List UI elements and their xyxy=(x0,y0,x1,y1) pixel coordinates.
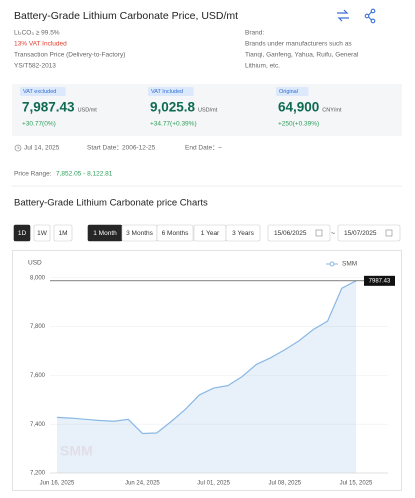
button-label: 1W xyxy=(37,230,48,237)
line xyxy=(56,280,357,435)
end-date: ~ xyxy=(218,145,222,152)
spec: YS/T582-2013 xyxy=(14,63,56,70)
y-tick-label: 8,000 xyxy=(30,275,46,281)
brand-label: Brand: xyxy=(245,30,264,37)
y-tick-label: 7,600 xyxy=(30,373,46,379)
spec: Li₂CO₃ ≥ 99.5% xyxy=(14,30,60,37)
start-label: Start Date： xyxy=(87,145,123,152)
price-unit: USD/mt xyxy=(78,107,98,113)
x-tick-label: Jun 16, 2025 xyxy=(40,481,75,487)
x-tick-label: Jun 24, 2025 xyxy=(125,481,160,487)
last-price-tag xyxy=(364,275,395,286)
price-panel xyxy=(12,84,402,136)
badge-bg xyxy=(148,87,194,96)
badge: VAT excluded xyxy=(23,89,56,95)
spec: 13% VAT Included xyxy=(14,41,67,48)
price-change: +250(+0.39%) xyxy=(278,121,319,128)
button-label: 6 Months xyxy=(162,230,189,237)
clock-icon xyxy=(14,144,22,152)
range-value: 7,852.05 - 8,122.81 xyxy=(56,171,113,178)
price-value: 7,987.43 xyxy=(22,100,75,115)
range-label: Price Range: xyxy=(14,171,52,178)
button[interactable] xyxy=(33,224,51,242)
date-input[interactable] xyxy=(337,224,401,242)
share-icon[interactable] xyxy=(364,8,376,24)
title: Battery-Grade Lithium Carbonate Price, U… xyxy=(14,10,238,22)
chart-frame xyxy=(12,250,402,491)
price-unit: CNY/mt xyxy=(322,107,342,113)
button-label: 1 Month xyxy=(93,230,117,237)
y-tick-label: 7,400 xyxy=(30,422,46,428)
button-label: 3 Years xyxy=(232,230,254,237)
y-tick-label: 7,800 xyxy=(30,324,46,330)
button-label: 1M xyxy=(58,230,67,237)
date-sep: ~ xyxy=(331,230,335,237)
x-tick-label: Jul 15, 2025 xyxy=(340,481,373,487)
x-tick-label: Jul 01, 2025 xyxy=(197,481,230,487)
button-label: 1D xyxy=(18,230,27,237)
badge: Original xyxy=(279,89,298,95)
price-value: 9,025.8 xyxy=(150,100,196,115)
area xyxy=(57,280,356,473)
current-date: Jul 14, 2025 xyxy=(24,145,60,152)
spec: Transaction Price (Delivery-to-Factory) xyxy=(14,52,125,59)
price-unit: USD/mt xyxy=(198,107,218,113)
button[interactable] xyxy=(225,224,261,242)
button-label: 3 Months xyxy=(126,230,153,237)
price-change: +34.77(+0.39%) xyxy=(150,121,197,128)
brand-line: Lithium, etc. xyxy=(245,63,280,70)
brand-line: Brands under manufacturers such as xyxy=(245,41,352,48)
x-tick-label: Jul 08, 2025 xyxy=(268,481,301,487)
swap-icon[interactable] xyxy=(337,9,349,22)
watermark: SMM xyxy=(60,443,93,459)
button-label: 1 Year xyxy=(201,230,220,237)
end-label: End Date： xyxy=(185,145,219,152)
date-input[interactable] xyxy=(267,224,331,242)
button[interactable] xyxy=(53,224,73,242)
badge: VAT Included xyxy=(151,89,183,95)
legend-label: SMM xyxy=(342,261,357,268)
date-input-text: 15/06/2025 xyxy=(274,230,307,237)
price-value: 64,900 xyxy=(278,100,319,115)
badge-bg xyxy=(20,87,66,96)
legend-marker xyxy=(329,261,335,267)
button[interactable] xyxy=(13,224,31,242)
last-price-label: 7987.43 xyxy=(369,278,391,284)
brand-line: Tianqi, Ganfeng, Yahua, Ruifu, General xyxy=(245,52,359,59)
y-tick-label: 7,200 xyxy=(30,471,46,477)
price-change: +30.77(0%) xyxy=(22,121,56,128)
section-title: Battery-Grade Lithium Carbonate price Ch… xyxy=(14,198,208,209)
calendar-icon xyxy=(385,229,393,237)
start-date: 2006-12-25 xyxy=(122,145,156,152)
button[interactable] xyxy=(156,224,194,242)
badge-bg xyxy=(276,87,309,96)
calendar-icon xyxy=(315,229,323,237)
y-axis-label: USD xyxy=(28,260,42,267)
date-input-text: 15/07/2025 xyxy=(344,230,377,237)
